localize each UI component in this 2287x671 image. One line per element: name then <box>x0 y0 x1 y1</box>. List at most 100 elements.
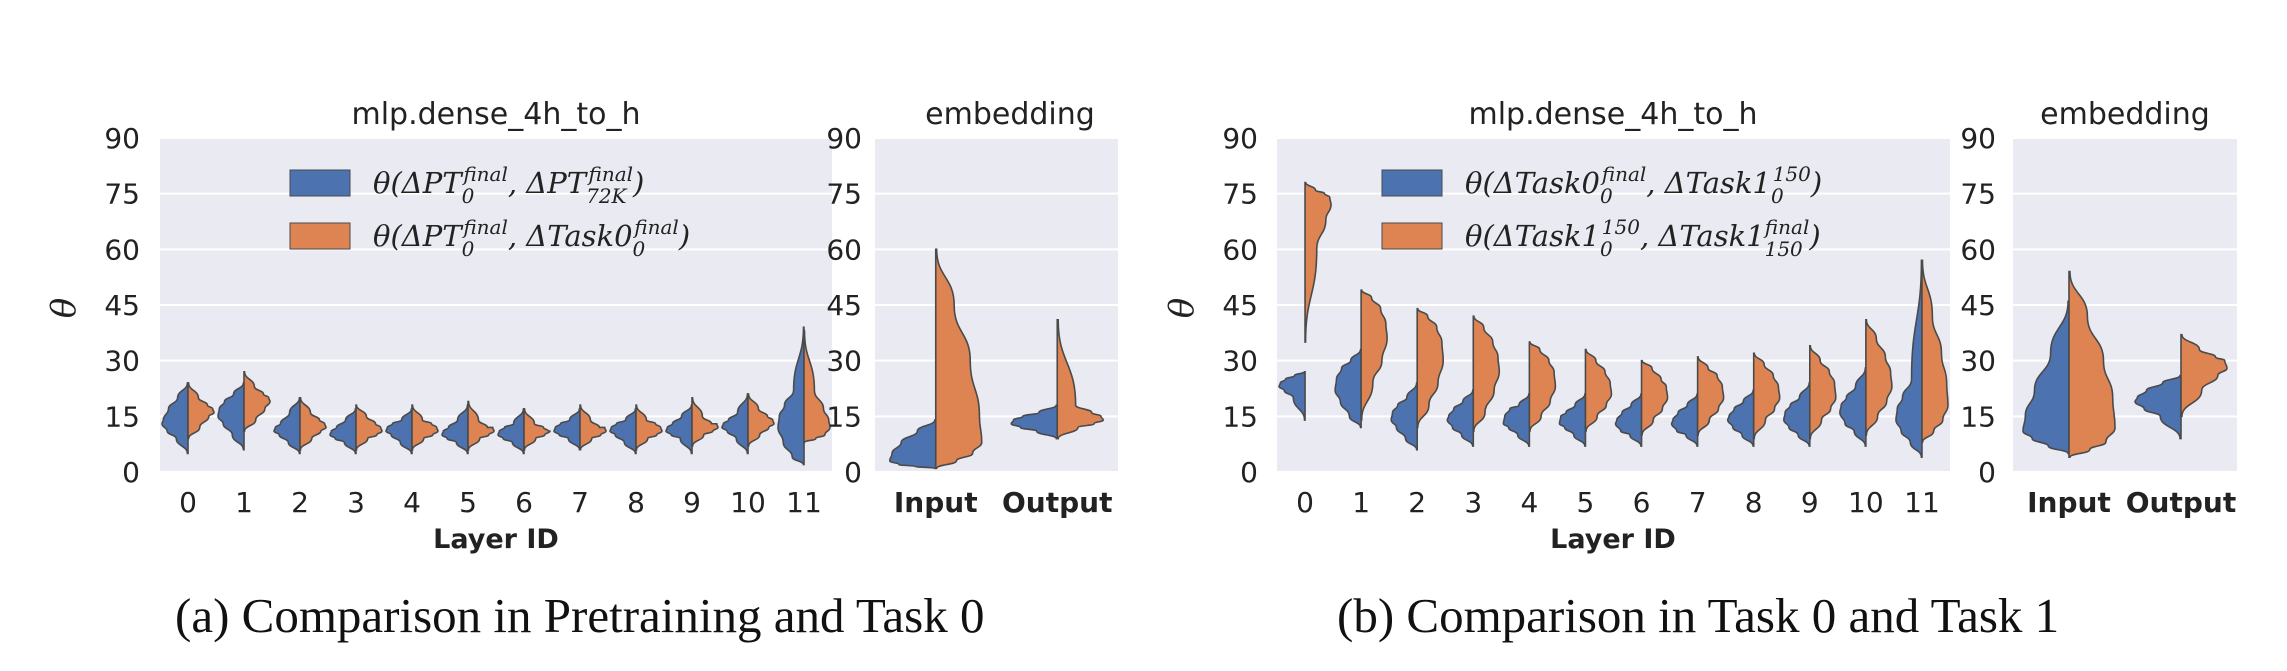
violin-orange-1 <box>243 371 271 432</box>
violin-orange-8 <box>1752 352 1781 440</box>
violin-orange-4 <box>411 404 439 451</box>
panel-title: embedding <box>925 97 1095 132</box>
x-tick-label: 2 <box>291 486 309 519</box>
x-tick-label: 8 <box>1745 486 1763 519</box>
violin-orange-Input <box>934 248 983 470</box>
x-tick-label: 1 <box>1352 486 1370 519</box>
violin-blue-8 <box>609 408 637 455</box>
violin-orange-1 <box>1360 289 1388 421</box>
violin-blue-5 <box>441 404 469 455</box>
x-tick-label: 8 <box>627 486 645 519</box>
x-tick-label: 9 <box>1801 486 1819 519</box>
y-tick-label: 15 <box>1222 400 1258 433</box>
x-tick-label: 7 <box>1689 486 1707 519</box>
violin-blue-7 <box>553 408 581 451</box>
legend-a-swatch-orange <box>289 222 351 250</box>
violin-blue-Input <box>2022 300 2070 455</box>
violin-blue-3 <box>329 408 357 455</box>
y-tick-label: 60 <box>1960 233 1996 266</box>
violin-orange-11 <box>803 330 831 444</box>
x-tick-label: 9 <box>683 486 701 519</box>
legend-b-swatch-blue <box>1381 169 1443 197</box>
violin-orange-4 <box>1528 341 1557 432</box>
x-tick-label: 2 <box>1408 486 1426 519</box>
violin-blue-11 <box>777 326 805 466</box>
y-tick-label: 45 <box>826 289 862 322</box>
x-tick-label: 7 <box>571 486 589 519</box>
x-tick-label: Input <box>2027 486 2111 519</box>
y-tick-label: 75 <box>1960 178 1996 211</box>
x-tick-label: Input <box>894 486 978 519</box>
violin-orange-5 <box>1584 348 1613 432</box>
violin-orange-7 <box>1696 356 1725 436</box>
y-tick-label: 15 <box>104 400 140 433</box>
y-tick-label: 30 <box>826 345 862 378</box>
x-tick-label: 0 <box>179 486 197 519</box>
violin-orange-0 <box>1304 181 1332 343</box>
x-tick-label: 10 <box>730 486 766 519</box>
x-tick-label: 5 <box>459 486 477 519</box>
y-tick-label: 15 <box>826 400 862 433</box>
y-tick-label: 30 <box>104 345 140 378</box>
x-tick-label: 6 <box>1633 486 1651 519</box>
y-tick-label: 75 <box>104 178 140 211</box>
violin-blue-Input <box>888 419 937 470</box>
panel-title: embedding <box>2040 97 2210 132</box>
panel-title: mlp.dense_4h_to_h <box>352 97 641 132</box>
violin-blue-9 <box>665 404 693 455</box>
y-axis-label: θ <box>1162 298 1202 318</box>
y-tick-label: 0 <box>844 456 862 489</box>
x-tick-label: 1 <box>235 486 253 519</box>
violin-blue-Output <box>2134 374 2182 440</box>
x-tick-label: 4 <box>1520 486 1538 519</box>
y-tick-label: 45 <box>104 289 140 322</box>
y-tick-label: 15 <box>1960 400 1996 433</box>
legend-b-swatch-orange <box>1381 222 1443 250</box>
y-axis-label: θ <box>44 298 84 318</box>
x-tick-label: Output <box>2126 486 2236 519</box>
y-tick-label: 90 <box>1960 122 1996 155</box>
violin-orange-3 <box>1472 315 1501 432</box>
violin-blue-0 <box>161 382 189 455</box>
y-tick-label: 60 <box>104 233 140 266</box>
panel-b-embedding-violins: 0 15 30 45 60 75 90 embedding Input Output <box>1960 97 2237 519</box>
panel-a-embedding-violins: 0 15 30 45 60 75 90 embedding Input Output <box>826 97 1118 519</box>
y-tick-label: 60 <box>826 233 862 266</box>
violin-orange-3 <box>355 404 383 451</box>
violin-orange-11 <box>1921 259 1949 444</box>
violin-orange-Input <box>2068 270 2116 458</box>
violin-blue-4 <box>1502 393 1531 447</box>
x-tick-label: 6 <box>515 486 533 519</box>
violin-blue-6 <box>497 408 525 455</box>
y-tick-label: 0 <box>1240 456 1258 489</box>
x-tick-label: 4 <box>403 486 421 519</box>
violin-blue-10 <box>1839 367 1867 447</box>
y-tick-label: 90 <box>826 122 862 155</box>
violin-blue-11 <box>1895 259 1923 458</box>
x-tick-label: 11 <box>786 486 822 519</box>
violin-orange-7 <box>579 404 607 451</box>
y-tick-label: 45 <box>1222 289 1258 322</box>
violin-orange-6 <box>523 408 551 451</box>
violin-orange-0 <box>187 382 215 440</box>
violin-orange-5 <box>467 400 495 451</box>
x-axis-label: Layer ID <box>433 524 559 555</box>
violin-orange-6 <box>1640 359 1669 436</box>
violin-orange-Output <box>1056 319 1105 440</box>
violin-blue-4 <box>385 408 413 455</box>
violin-blue-2 <box>273 396 301 455</box>
violin-blue-6 <box>1614 393 1643 447</box>
y-tick-label: 30 <box>1960 345 1996 378</box>
legend-a-swatch-blue <box>289 169 351 197</box>
violin-blue-10 <box>721 393 749 455</box>
x-tick-label: 3 <box>347 486 365 519</box>
y-tick-label: 45 <box>1960 289 1996 322</box>
x-tick-label: 3 <box>1464 486 1482 519</box>
y-tick-label: 75 <box>826 178 862 211</box>
legend-a-label-orange: θ(ΔPT0final, ΔTask00final) <box>373 215 690 261</box>
violin-orange-10 <box>1865 319 1893 436</box>
x-tick-label: 5 <box>1577 486 1595 519</box>
y-tick-label: 30 <box>1222 345 1258 378</box>
